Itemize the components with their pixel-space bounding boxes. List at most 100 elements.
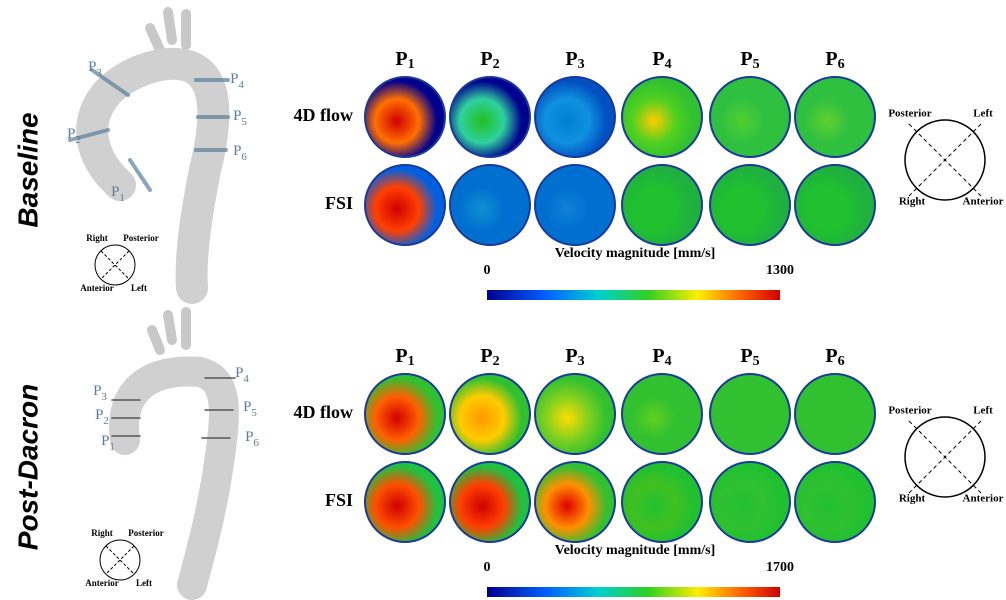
velocity-disk — [622, 165, 702, 245]
colorbar-min: 0 — [484, 560, 491, 575]
plane-label-main: P — [67, 126, 75, 142]
column-header-main: P — [825, 345, 837, 367]
velocity-disk — [535, 462, 615, 542]
plane-label-main: P — [230, 71, 238, 87]
row-label: FSI — [325, 490, 353, 510]
orientation-label: Posterior — [888, 108, 931, 120]
column-header-sub: 4 — [665, 354, 672, 369]
column-header-main: P — [480, 48, 492, 70]
column-header: P4 — [652, 345, 671, 370]
column-header-sub: 1 — [408, 57, 415, 72]
plane-label: P3 — [93, 383, 107, 402]
velocity-disk — [710, 165, 790, 245]
column-header: P6 — [825, 345, 844, 370]
column-header-sub: 6 — [838, 57, 845, 72]
column-header-sub: 6 — [838, 354, 845, 369]
orientation-cross — [101, 251, 129, 279]
column-header: P3 — [565, 48, 584, 73]
velocity-disk — [365, 77, 445, 157]
column-header: P1 — [395, 345, 414, 370]
column-header-main: P — [652, 345, 664, 367]
figure: BaselineP1P1P2P2P3P3P4P4P5P5P6P64D flowF… — [0, 0, 1006, 600]
plane-label-main: P — [93, 383, 101, 399]
column-header-sub: 5 — [753, 354, 760, 369]
orientation-label: Right — [899, 196, 926, 208]
panel-label: Post-Dacron — [12, 384, 43, 550]
column-header-main: P — [565, 48, 577, 70]
velocity-disk — [710, 77, 790, 157]
row-label: FSI — [325, 193, 353, 213]
column-header-main: P — [652, 48, 664, 70]
plane-label-sub: 1 — [119, 192, 125, 204]
column-header-sub: 3 — [578, 57, 585, 72]
velocity-disk — [795, 462, 875, 542]
velocity-disk — [450, 165, 530, 245]
plane-label-main: P — [101, 433, 109, 449]
column-header: P2 — [480, 345, 499, 370]
orientation-label: Left — [973, 108, 993, 120]
column-header-main: P — [740, 48, 752, 70]
column-header-main: P — [395, 345, 407, 367]
column-header-main: P — [740, 345, 752, 367]
aorta-post — [112, 312, 235, 585]
orientation-label: Right — [899, 493, 926, 505]
plane-label-sub: 4 — [238, 79, 244, 91]
colorbar — [487, 587, 780, 597]
velocity-disk — [795, 77, 875, 157]
plane-label-main: P — [245, 429, 253, 445]
column-header-sub: 1 — [408, 354, 415, 369]
plane-label-sub: 1 — [109, 441, 115, 453]
velocity-disk — [450, 77, 530, 157]
plane-label-main: P — [233, 143, 241, 159]
panel-label: Baseline — [12, 112, 43, 227]
plane-label-sub: 5 — [241, 116, 247, 128]
orientation-label: Right — [91, 528, 113, 538]
colorbar-title: Velocity magnitude [mm/s] — [555, 246, 715, 261]
plane-label-sub: 4 — [243, 373, 249, 385]
plane-label: P4 — [230, 71, 244, 90]
plane-label-main: P — [95, 407, 103, 423]
velocity-disk — [365, 462, 445, 542]
column-header-main: P — [395, 48, 407, 70]
aorta-baseline — [70, 12, 228, 288]
plane-label-sub: 6 — [253, 437, 259, 449]
plane-label-sub: 2 — [75, 134, 81, 146]
plane-label-main: P — [111, 184, 119, 200]
orientation-label: Anterior — [963, 196, 1004, 208]
colorbar — [487, 290, 780, 300]
plane-label-main: P — [235, 365, 243, 381]
colorbar-max: 1300 — [766, 263, 794, 278]
velocity-disk — [365, 165, 445, 245]
column-header: P5 — [740, 48, 759, 73]
column-header: P4 — [652, 48, 671, 73]
velocity-disk — [710, 374, 790, 454]
column-header-sub: 4 — [665, 57, 672, 72]
orientation-cross — [909, 421, 981, 493]
orientation-label: Posterior — [123, 233, 158, 243]
plane-label: P5 — [233, 108, 247, 127]
column-header: P3 — [565, 345, 584, 370]
column-header-sub: 3 — [578, 354, 585, 369]
velocity-disk — [535, 374, 615, 454]
row-label: 4D flow — [294, 402, 354, 422]
velocity-disk — [795, 165, 875, 245]
row-label: 4D flow — [294, 105, 354, 125]
velocity-disk — [622, 374, 702, 454]
column-header-main: P — [480, 345, 492, 367]
plane-label-sub: 3 — [96, 67, 102, 79]
plane-label-main: P — [233, 108, 241, 124]
velocity-disk — [622, 77, 702, 157]
plane-label-sub: 2 — [103, 415, 109, 427]
plane-label: P3 — [88, 59, 102, 78]
orientation-label: Anterior — [85, 578, 119, 588]
column-header-sub: 2 — [493, 354, 500, 369]
velocity-disk — [535, 77, 615, 157]
plane-label: P6 — [233, 143, 247, 162]
plane-label-sub: 6 — [241, 151, 247, 163]
orientation-label: Posterior — [888, 405, 931, 417]
plane-label-main: P — [243, 399, 251, 415]
plane-label: P5 — [243, 399, 257, 418]
velocity-disk — [795, 374, 875, 454]
plane-label-sub: 5 — [251, 407, 257, 419]
velocity-disk — [710, 462, 790, 542]
